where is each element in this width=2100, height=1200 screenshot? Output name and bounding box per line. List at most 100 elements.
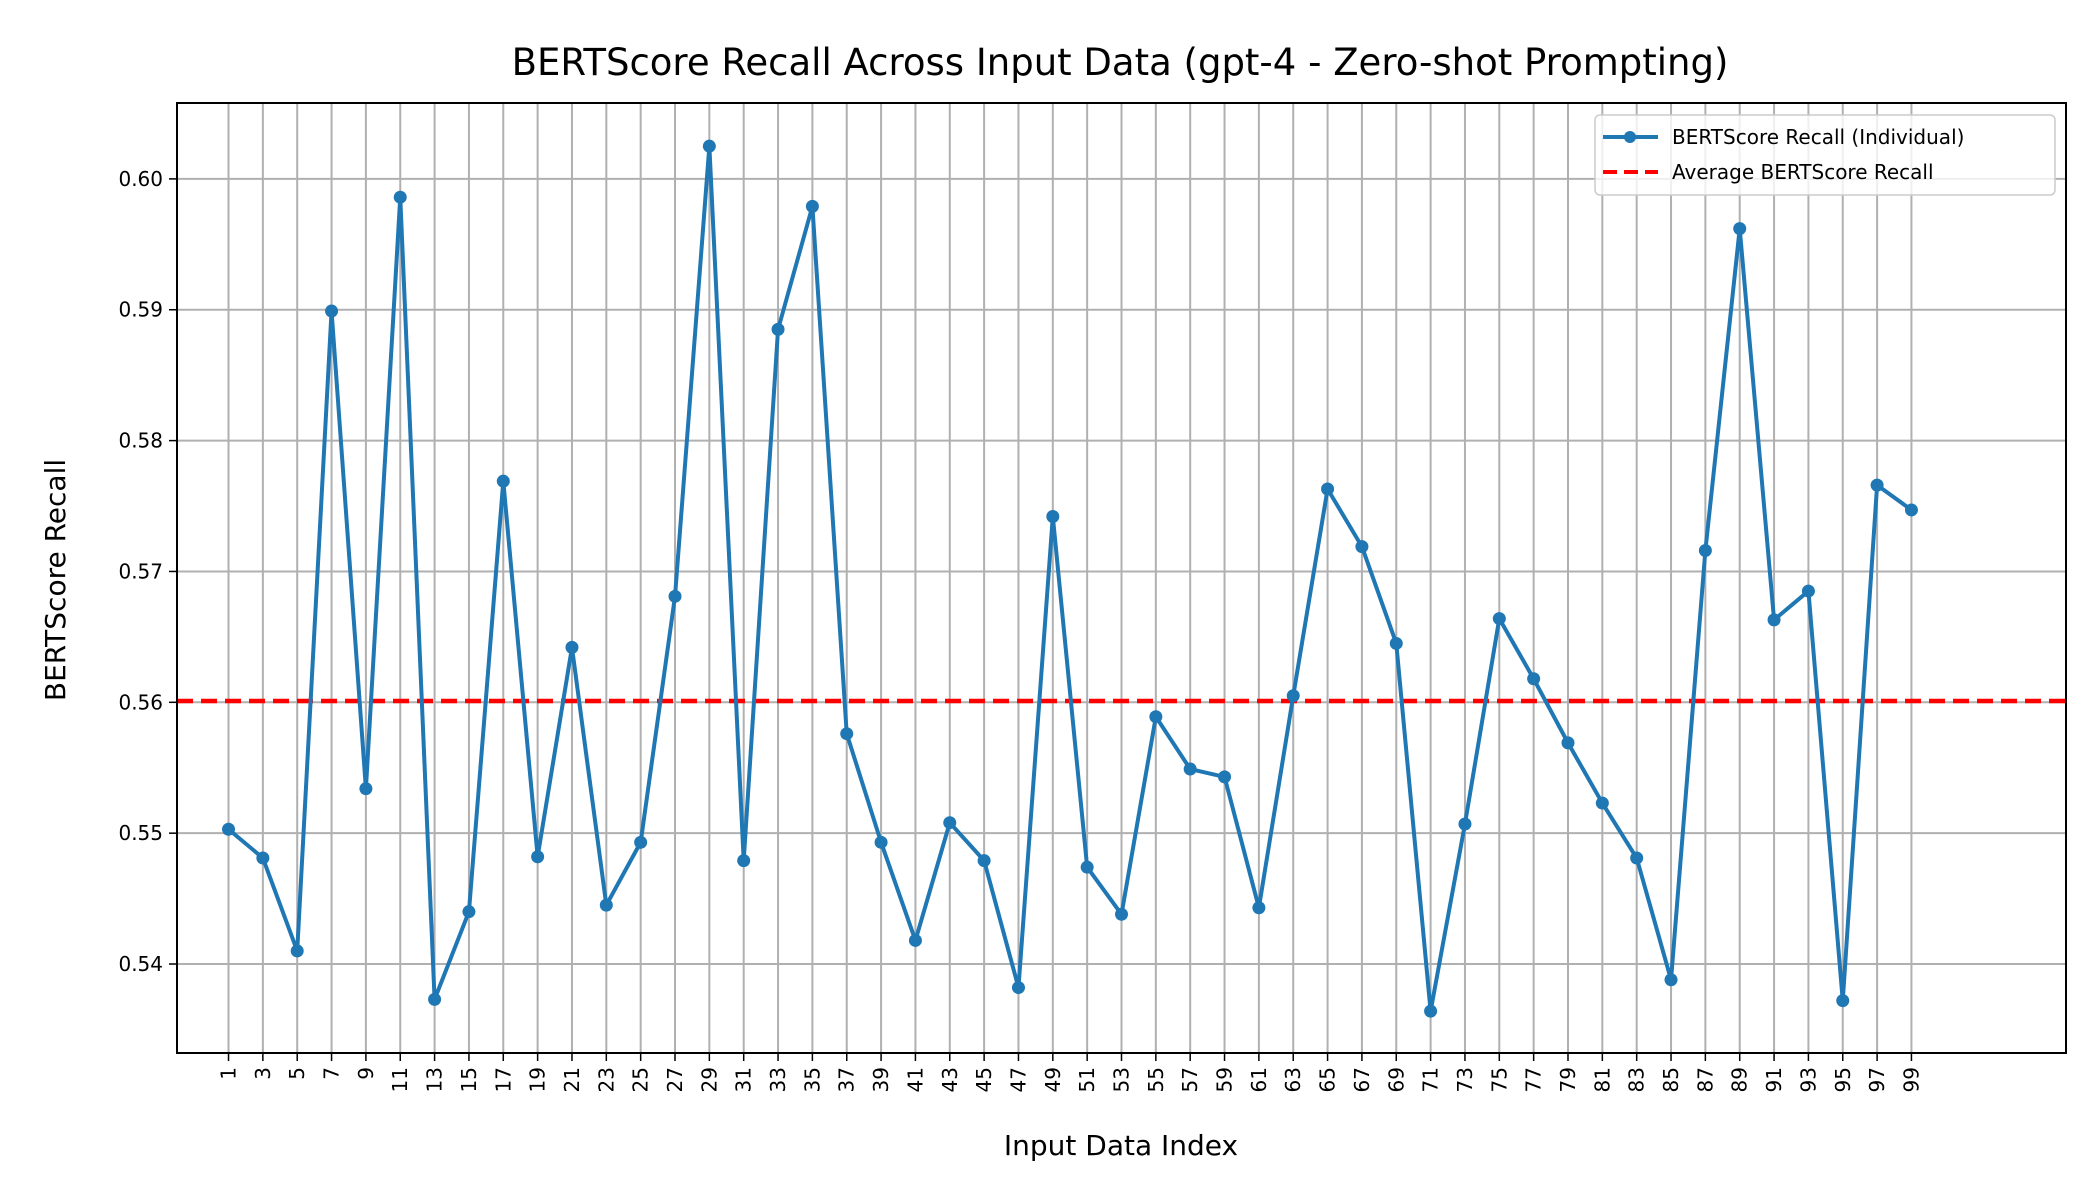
data-point [874,835,888,849]
series-line [227,144,1913,1014]
data-point [256,851,270,865]
x-tick-label: 75 [1487,1067,1511,1092]
x-tick-label: 1 [217,1067,241,1080]
x-tick-label: 31 [732,1067,756,1092]
x-tick-label: 45 [972,1067,996,1092]
data-point [634,835,648,849]
x-axis-label: Input Data Index [1004,1129,1238,1162]
x-tick-label: 21 [560,1067,584,1092]
data-point [1870,478,1884,492]
x-tick-label: 89 [1728,1067,1752,1092]
data-point [531,850,545,864]
data-point [1389,636,1403,650]
x-tick-label: 33 [766,1067,790,1092]
data-point [393,190,407,204]
x-tick-label: 37 [835,1067,859,1092]
x-tick-label: 17 [491,1067,515,1092]
legend: BERTScore Recall (Individual) Average BE… [1594,114,2056,196]
data-point [359,782,373,796]
data-point [1011,981,1025,995]
data-point [428,992,442,1006]
data-point [1458,817,1472,831]
x-tick-label: 3 [251,1067,275,1080]
y-tick-label: 0.55 [118,821,163,845]
x-tick-label: 35 [800,1067,824,1092]
y-axis-ticks: 0.54 0.55 0.56 0.57 0.58 0.59 0.60 [118,167,177,976]
data-point [462,905,476,919]
x-tick-label: 27 [663,1067,687,1092]
data-point [977,854,991,868]
x-tick-label: 65 [1316,1067,1340,1092]
x-tick-label: 93 [1796,1067,1820,1092]
x-tick-label: 11 [388,1067,412,1092]
x-tick-label: 25 [629,1067,653,1092]
data-point [1424,1004,1438,1018]
data-point [325,304,339,318]
data-point [1286,689,1300,703]
data-point [805,199,819,213]
x-tick-label: 77 [1522,1067,1546,1092]
x-tick-label: 69 [1384,1067,1408,1092]
x-tick-label: 71 [1419,1067,1443,1092]
data-point [1355,540,1369,554]
x-tick-label: 81 [1590,1067,1614,1092]
data-point [1046,509,1060,523]
data-point [1527,672,1541,686]
x-tick-label: 67 [1350,1067,1374,1092]
series-group [222,139,1918,1018]
data-point [1595,796,1609,810]
legend-label-individual: BERTScore Recall (Individual) [1672,125,1964,149]
x-tick-label: 61 [1247,1067,1271,1092]
data-point [1904,503,1918,517]
x-tick-label: 87 [1693,1067,1717,1092]
legend-marker-individual [1624,131,1636,143]
data-point [222,822,236,836]
data-point [1183,762,1197,776]
data-point [290,944,304,958]
legend-box [1594,114,2056,196]
data-point [908,933,922,947]
y-tick-label: 0.57 [118,559,163,583]
y-tick-label: 0.60 [118,167,163,191]
data-point [1252,901,1266,915]
x-tick-label: 95 [1831,1067,1855,1092]
data-point [737,854,751,868]
x-tick-label: 43 [938,1067,962,1092]
data-point [943,816,957,830]
data-point [1115,907,1128,921]
x-tick-label: 51 [1075,1067,1099,1092]
x-tick-label: 13 [423,1067,447,1092]
data-point [1733,222,1747,236]
chart-title: BERTScore Recall Across Input Data (gpt-… [512,41,1729,84]
x-tick-label: 49 [1041,1067,1065,1092]
x-tick-label: 85 [1659,1067,1683,1092]
x-tick-label: 59 [1213,1067,1237,1092]
x-axis-ticks: 1 3 5 7 9 11 13 15 17 19 21 23 25 27 29 31 33 35 37 39 41 43 4… [217,1053,1923,1092]
data-point [1630,851,1644,865]
x-tick-label: 9 [354,1067,378,1080]
y-tick-label: 0.58 [118,429,163,453]
y-axis-label: BERTScore Recall [39,459,72,701]
x-tick-label: 57 [1178,1067,1202,1092]
x-tick-label: 55 [1144,1067,1168,1092]
x-tick-label: 79 [1556,1067,1580,1092]
x-tick-label: 53 [1110,1067,1134,1092]
data-point [771,322,785,336]
x-tick-label: 5 [285,1067,309,1080]
data-point [1664,973,1678,987]
y-tick-label: 0.56 [118,690,163,714]
y-tick-label: 0.59 [118,298,163,322]
x-tick-label: 23 [594,1067,618,1092]
grid-lines [177,103,2066,1053]
x-tick-label: 47 [1006,1067,1030,1092]
x-tick-label: 97 [1865,1067,1889,1092]
x-tick-label: 15 [457,1067,481,1092]
data-point [1836,994,1850,1008]
data-point [1801,584,1815,598]
data-point [1561,736,1575,750]
data-point [1492,612,1506,626]
data-point [1321,482,1335,496]
data-point [496,474,510,488]
x-tick-label: 19 [526,1067,550,1092]
